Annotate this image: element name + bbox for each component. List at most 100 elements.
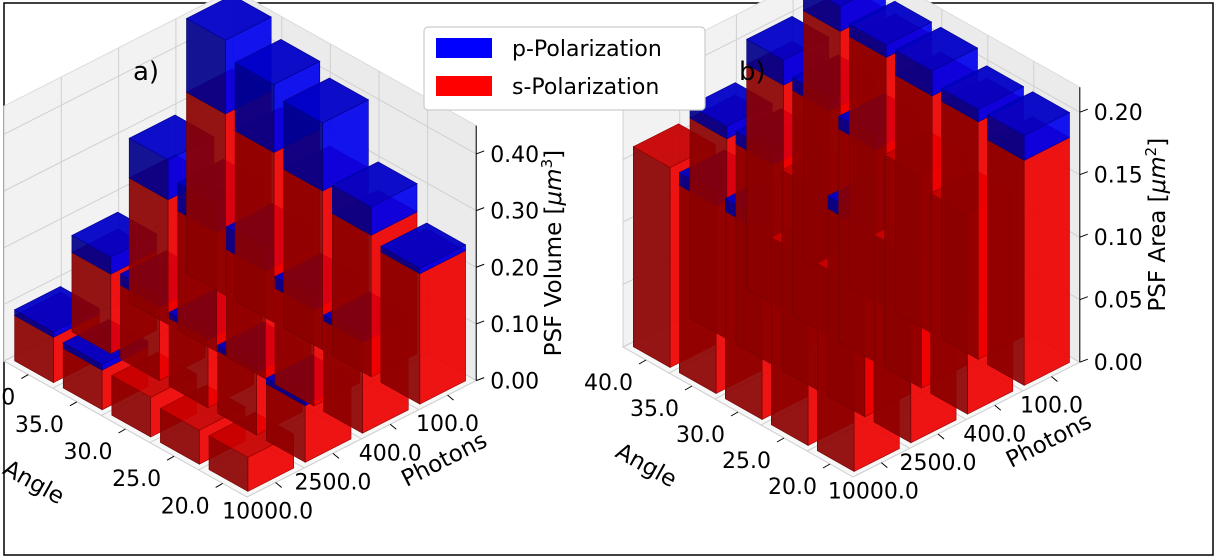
x-tick-label: 30.0 bbox=[64, 440, 113, 465]
z-tick bbox=[1079, 358, 1088, 363]
bar-face-top bbox=[234, 39, 321, 85]
x-tick-label: 20.0 bbox=[161, 494, 210, 519]
bar-p-polarization-25.0-100.0 bbox=[940, 65, 1025, 123]
y-tick bbox=[389, 423, 397, 430]
bar-p-polarization-20.0-100.0 bbox=[986, 91, 1071, 161]
z-tick-label: 0.20 bbox=[490, 256, 539, 281]
bar-face-top bbox=[894, 26, 979, 72]
z-tick-label: 0.10 bbox=[490, 313, 539, 338]
z-tick bbox=[476, 320, 485, 325]
bar-face-side bbox=[234, 130, 275, 324]
bar-face-top bbox=[380, 222, 467, 269]
z-tick bbox=[1079, 296, 1088, 301]
z-label-base: PSF Volume [ bbox=[541, 205, 567, 356]
bar-face-front bbox=[1023, 137, 1070, 386]
bar-face-side bbox=[987, 139, 1025, 386]
z-axis-label: PSF Area [μm2] bbox=[1142, 138, 1171, 312]
bar-face-top bbox=[986, 91, 1071, 136]
z-tick bbox=[476, 263, 485, 268]
x-tick bbox=[684, 385, 693, 391]
bar-face-side bbox=[689, 117, 728, 340]
z-tick-label: 0.20 bbox=[1094, 101, 1143, 126]
z-tick bbox=[1079, 171, 1088, 176]
z-label-base: PSF Area [ bbox=[1145, 193, 1171, 311]
x-tick bbox=[166, 455, 175, 461]
x-tick bbox=[822, 463, 831, 469]
bar-face-top bbox=[940, 65, 1025, 110]
x-tick-label: 35.0 bbox=[15, 413, 64, 438]
bar-face-side bbox=[283, 168, 323, 351]
bar-face-side bbox=[941, 100, 979, 360]
bar-face-side bbox=[331, 212, 372, 378]
z-tick-label: 0.10 bbox=[1094, 226, 1143, 251]
y-tick-label: 400.0 bbox=[963, 422, 1026, 447]
z-tick bbox=[476, 150, 485, 155]
bar-face-side bbox=[895, 74, 933, 334]
z-tick bbox=[1079, 108, 1088, 113]
legend: p-Polarization s-Polarization bbox=[423, 26, 706, 111]
z-axis-label: PSF Volume [μm3] bbox=[538, 150, 567, 356]
x-tick-label: 40.0 bbox=[584, 371, 633, 396]
y-tick bbox=[937, 433, 945, 440]
bar-face-side bbox=[186, 91, 226, 296]
z-tick-label: 0.40 bbox=[490, 143, 539, 168]
bar-face-side bbox=[632, 146, 671, 369]
bar-p-polarization-30.0-100.0 bbox=[894, 26, 979, 97]
x-tick-label: 25.0 bbox=[722, 449, 771, 474]
bar-face-top bbox=[828, 0, 854, 7]
y-tick-label: 10000.0 bbox=[222, 499, 313, 524]
x-tick bbox=[730, 411, 739, 417]
y-tick bbox=[275, 482, 282, 488]
bar-face-side bbox=[380, 251, 421, 405]
z-tick bbox=[1079, 233, 1088, 238]
x-tick bbox=[638, 359, 647, 365]
x-tick bbox=[21, 374, 29, 380]
legend-box bbox=[423, 26, 706, 111]
y-tick-label: 2500.0 bbox=[900, 451, 977, 476]
z-tick-label: 0.30 bbox=[490, 200, 539, 225]
bar-face-top bbox=[283, 77, 370, 124]
bar-face-top bbox=[331, 161, 418, 208]
x-tick-label: 40.0 bbox=[0, 386, 15, 411]
bar-p-polarization-25.0-100.0 bbox=[331, 161, 418, 236]
z-label-unit: μm bbox=[541, 168, 567, 206]
z-tick-label: 0.00 bbox=[490, 370, 539, 395]
legend-swatch-s-polarization bbox=[436, 76, 492, 96]
y-tick-label: 100.0 bbox=[416, 412, 479, 437]
y-tick-label: 10000.0 bbox=[828, 480, 919, 505]
bar-face-side bbox=[803, 0, 841, 32]
x-tick-label: 25.0 bbox=[112, 467, 161, 492]
z-tick bbox=[476, 377, 485, 382]
y-tick bbox=[881, 462, 888, 469]
z-label-close: ] bbox=[541, 150, 567, 159]
x-tick-label: 30.0 bbox=[676, 423, 725, 448]
z-tick bbox=[476, 207, 485, 212]
panel-a: 0.00 0.10 0.20 0.30 0.40 20.025.030.035.040.0… bbox=[0, 0, 567, 524]
y-tick-label: 400.0 bbox=[359, 441, 422, 466]
y-tick bbox=[332, 452, 340, 459]
z-label-exponent: 3 bbox=[538, 159, 556, 169]
legend-label-s-polarization: s-Polarization bbox=[512, 75, 659, 100]
y-tick-label: 2500.0 bbox=[294, 470, 371, 495]
y-tick bbox=[994, 404, 1002, 411]
bar-face-front bbox=[419, 250, 466, 405]
y-tick bbox=[1051, 376, 1058, 382]
x-tick bbox=[69, 401, 78, 407]
legend-swatch-p-polarization bbox=[436, 38, 492, 58]
z-label-exponent: 2 bbox=[1142, 147, 1160, 157]
z-label-close: ] bbox=[1145, 138, 1171, 147]
x-tick bbox=[118, 428, 126, 434]
z-tick-label: 0.05 bbox=[1094, 289, 1143, 314]
bar-face-side bbox=[128, 177, 169, 325]
bar-p-polarization-30.0-100.0 bbox=[283, 77, 370, 192]
y-tick-label: 100.0 bbox=[1020, 394, 1083, 419]
z-label-unit: μm bbox=[1145, 156, 1171, 194]
panel-label: b) bbox=[739, 57, 766, 87]
legend-label-p-polarization: p-Polarization bbox=[512, 37, 662, 62]
bar-face-top bbox=[848, 0, 933, 46]
x-tick bbox=[776, 437, 785, 443]
x-tick-label: 35.0 bbox=[630, 397, 679, 422]
x-tick-label: 20.0 bbox=[768, 475, 817, 500]
y-tick bbox=[447, 394, 454, 401]
